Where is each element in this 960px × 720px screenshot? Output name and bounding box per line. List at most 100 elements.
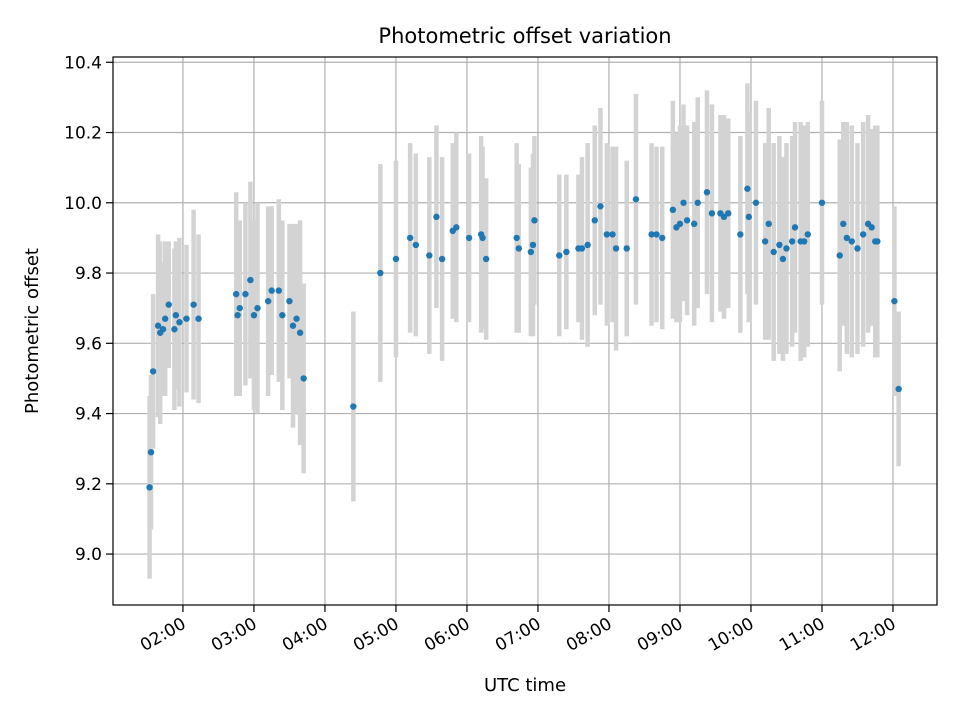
y-tick-label: 10.4 (64, 53, 102, 73)
data-point (779, 255, 787, 263)
data-point (275, 287, 282, 294)
data-point (848, 238, 855, 245)
y-tick-label: 10.0 (64, 194, 102, 214)
data-point (818, 199, 826, 206)
data-point (412, 241, 420, 249)
y-tick-label: 9.6 (75, 334, 102, 354)
data-point (195, 315, 202, 322)
data-point (286, 297, 293, 305)
data-point (563, 248, 570, 256)
data-point (438, 255, 446, 263)
data-point (597, 203, 604, 210)
data-point (293, 315, 300, 322)
data-point (183, 315, 190, 322)
data-point (392, 255, 400, 263)
data-point (165, 301, 172, 308)
data-point (171, 326, 178, 333)
data-point (761, 238, 769, 245)
data-point (776, 241, 783, 249)
data-point (703, 189, 711, 196)
data-point (612, 245, 620, 252)
data-point (659, 234, 666, 242)
data-point (433, 213, 440, 221)
data-point (453, 224, 460, 231)
gridlines (113, 57, 937, 605)
data-point (465, 234, 473, 242)
data-point (513, 234, 520, 242)
data-point (591, 217, 598, 224)
data-point (296, 329, 304, 336)
data-point (720, 213, 728, 221)
data-point (708, 210, 716, 217)
data-point (268, 287, 275, 294)
data-point (247, 276, 254, 284)
data-point (234, 311, 241, 319)
data-point (289, 322, 297, 329)
data-point (609, 231, 616, 238)
data-point (426, 252, 433, 259)
data-point (264, 297, 272, 305)
data-point (146, 484, 153, 491)
data-point (648, 231, 655, 238)
data-point (159, 326, 167, 333)
data-point (744, 185, 751, 192)
plot-frame (112, 56, 938, 606)
data-point (531, 217, 538, 224)
data-point (632, 196, 640, 203)
data-point (603, 231, 611, 238)
data-point (669, 206, 677, 214)
data-point (680, 199, 687, 206)
data-point (279, 311, 286, 319)
data-point (556, 252, 563, 259)
data-point (676, 220, 684, 228)
y-tick-label: 9.2 (75, 475, 102, 495)
data-point (859, 231, 867, 238)
data-point (854, 245, 861, 252)
data-point (895, 385, 902, 393)
data-points (146, 185, 902, 491)
data-point (149, 368, 157, 375)
data-point (161, 315, 169, 322)
y-axis-ticks: 9.0 9.2 9.4 9.6 9.8 10.0 10.2 10.4 (64, 53, 113, 565)
data-point (377, 269, 384, 277)
data-point (694, 199, 701, 206)
data-point (765, 220, 772, 228)
data-point (791, 224, 799, 231)
data-point (653, 231, 660, 238)
data-point (250, 311, 258, 319)
data-point (527, 248, 535, 256)
data-point (770, 248, 777, 256)
data-point (232, 290, 240, 298)
data-point (172, 311, 180, 319)
data-point (725, 210, 732, 217)
data-point (350, 403, 357, 410)
data-point (891, 297, 898, 305)
data-point (836, 252, 843, 259)
data-point (176, 319, 183, 326)
y-axis-label: Photometric offset (22, 248, 43, 414)
data-point (874, 238, 881, 245)
y-tick-label: 9.4 (75, 405, 102, 425)
data-point (683, 217, 691, 224)
data-point (406, 234, 414, 242)
data-point (804, 231, 811, 238)
data-point (584, 241, 591, 249)
data-point (578, 245, 586, 252)
y-tick-label: 10.2 (64, 124, 102, 144)
y-tick-label: 9.0 (75, 545, 102, 565)
data-point (783, 245, 790, 252)
data-point (147, 448, 155, 456)
data-point (840, 220, 847, 228)
data-point (690, 220, 698, 228)
data-point (745, 213, 753, 221)
data-point (300, 375, 307, 382)
data-point (868, 224, 875, 231)
data-point (242, 290, 249, 298)
data-point (482, 255, 490, 263)
data-point (801, 238, 808, 245)
data-point (190, 301, 197, 308)
data-point (752, 199, 760, 206)
x-axis-label: UTC time (484, 675, 566, 696)
